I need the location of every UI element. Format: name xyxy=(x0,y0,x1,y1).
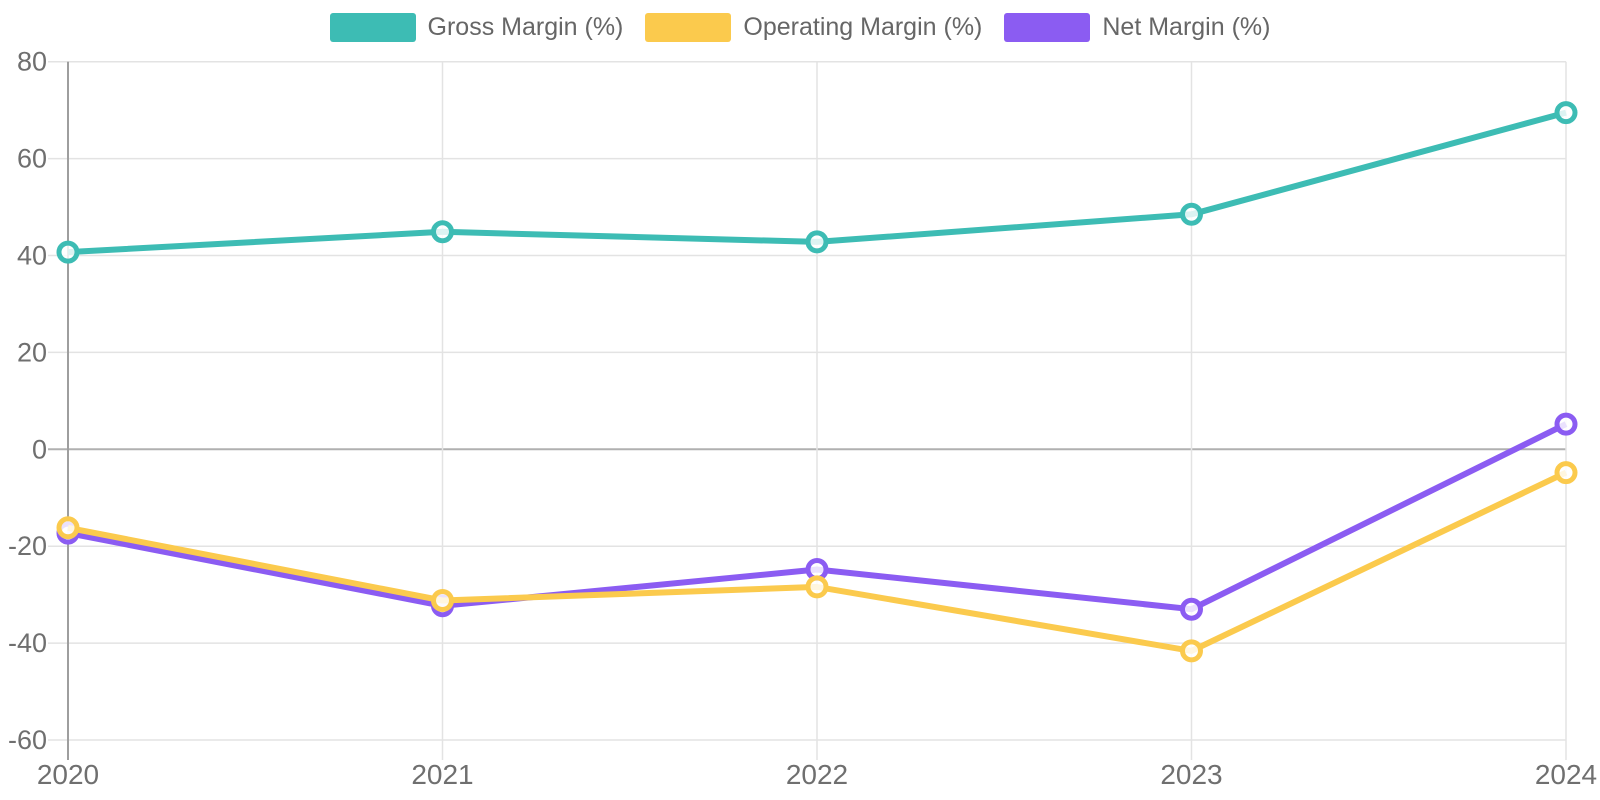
data-point-gross-margin-2020[interactable] xyxy=(56,240,80,264)
y-tick-label: 20 xyxy=(17,337,47,367)
legend-swatch-operating-margin xyxy=(645,13,732,42)
data-point-operating-margin-2020[interactable] xyxy=(56,516,80,540)
legend-label-gross-margin: Gross Margin (%) xyxy=(427,13,624,41)
legend-swatch-gross-margin xyxy=(329,13,416,42)
x-tick-label: 2024 xyxy=(1535,759,1597,790)
legend-item-operating-margin[interactable]: Operating Margin (%) xyxy=(645,13,982,42)
y-axis-tick-labels: 80 60 40 20 0 -20 -40 -60 xyxy=(8,47,47,755)
data-point-gross-margin-2021[interactable] xyxy=(431,220,454,244)
x-axis-tick-labels: 2020 2021 2022 2023 2024 xyxy=(37,759,1597,790)
x-tick-label: 2022 xyxy=(786,759,848,790)
y-tick-label: 40 xyxy=(17,241,47,271)
legend-label-operating-margin: Operating Margin (%) xyxy=(743,13,983,41)
data-point-operating-margin-2023[interactable] xyxy=(1180,639,1203,663)
data-point-gross-margin-2022[interactable] xyxy=(805,230,829,254)
chart-legend: Gross Margin (%) Operating Margin (%) Ne… xyxy=(0,13,1600,42)
horizontal-gridlines xyxy=(48,60,1566,741)
y-tick-label: -40 xyxy=(8,628,47,658)
legend-item-gross-margin[interactable]: Gross Margin (%) xyxy=(329,13,624,42)
legend-item-net-margin[interactable]: Net Margin (%) xyxy=(1004,13,1270,42)
data-point-net-margin-2023[interactable] xyxy=(1180,597,1203,621)
data-point-operating-margin-2024[interactable] xyxy=(1554,461,1578,485)
x-tick-label: 2020 xyxy=(37,759,99,790)
y-tick-label: -20 xyxy=(8,531,47,561)
x-tick-label: 2023 xyxy=(1160,759,1222,790)
vertical-gridlines xyxy=(67,61,1567,760)
data-point-gross-margin-2024[interactable] xyxy=(1554,101,1578,125)
series-operating-margin xyxy=(56,461,1578,663)
y-tick-label: 0 xyxy=(32,434,47,464)
legend-label-net-margin: Net Margin (%) xyxy=(1102,13,1271,41)
legend-swatch-net-margin xyxy=(1004,13,1091,42)
data-point-operating-margin-2021[interactable] xyxy=(431,589,454,612)
x-tick-label: 2021 xyxy=(411,759,473,790)
data-point-net-margin-2024[interactable] xyxy=(1554,412,1578,436)
data-point-operating-margin-2022[interactable] xyxy=(805,575,829,599)
y-tick-label: -60 xyxy=(8,725,47,755)
data-point-gross-margin-2023[interactable] xyxy=(1180,202,1203,226)
y-tick-label: 60 xyxy=(17,144,47,174)
series-gross-margin xyxy=(56,101,1578,264)
y-tick-label: 80 xyxy=(17,47,47,77)
